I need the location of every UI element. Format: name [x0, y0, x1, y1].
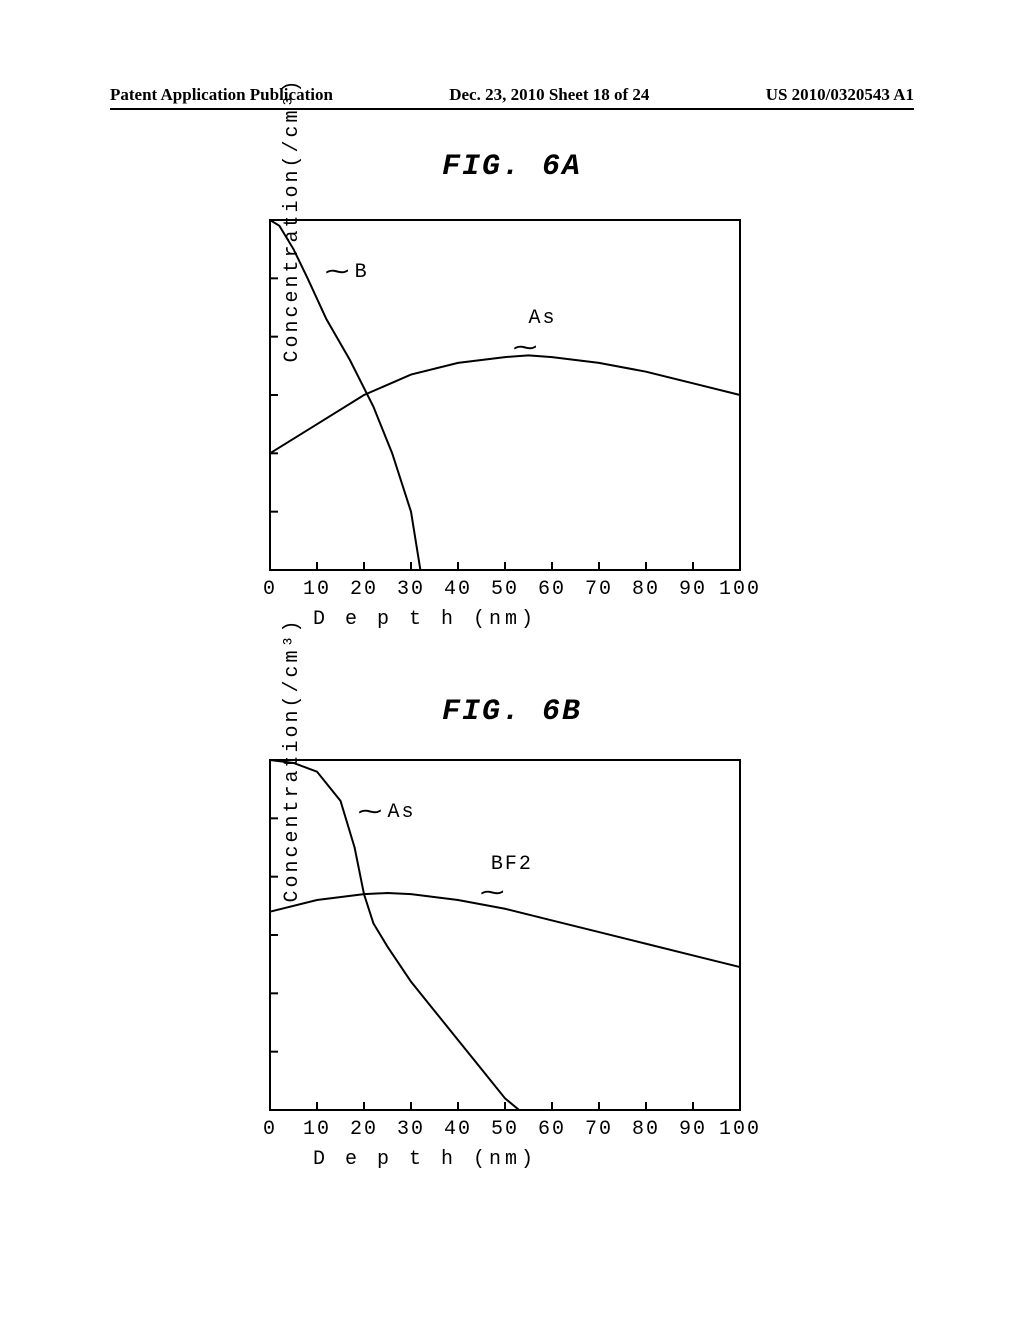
x-tick-label: 90: [679, 578, 707, 601]
figure-a-title: FIG. 6A: [0, 150, 1024, 184]
x-tick-label: 100: [719, 578, 761, 601]
curve-pointer-icon: ⁓: [358, 797, 382, 826]
x-tick-label: 20: [350, 1118, 378, 1141]
x-tick-label: 0: [263, 578, 277, 601]
x-tick-label: 40: [444, 578, 472, 601]
plot-area-b: [270, 760, 740, 1110]
curve-label: As: [388, 801, 416, 824]
header-center: Dec. 23, 2010 Sheet 18 of 24: [449, 85, 649, 105]
figure-b-title: FIG. 6B: [0, 695, 1024, 729]
x-tick-label: 50: [491, 578, 519, 601]
x-axis-label: D e p t h (nm): [190, 1148, 660, 1171]
page-header: Patent Application Publication Dec. 23, …: [0, 85, 1024, 105]
x-tick-label: 50: [491, 1118, 519, 1141]
curve-pointer-icon: ⁓: [513, 333, 537, 362]
curve-label: B: [355, 261, 369, 284]
x-tick-label: 80: [632, 578, 660, 601]
x-tick-label: 10: [303, 578, 331, 601]
curve-label: BF2: [491, 853, 533, 876]
x-tick-label: 80: [632, 1118, 660, 1141]
x-tick-label: 60: [538, 578, 566, 601]
x-tick-label: 70: [585, 578, 613, 601]
x-tick-label: 30: [397, 578, 425, 601]
x-tick-label: 10: [303, 1118, 331, 1141]
x-tick-label: 90: [679, 1118, 707, 1141]
x-tick-label: 70: [585, 1118, 613, 1141]
x-tick-label: 20: [350, 578, 378, 601]
curve-pointer-icon: ⁓: [480, 878, 504, 907]
header-divider: [110, 108, 914, 110]
x-tick-label: 40: [444, 1118, 472, 1141]
curve-label: As: [529, 307, 557, 330]
x-tick-label: 60: [538, 1118, 566, 1141]
header-right: US 2010/0320543 A1: [766, 85, 914, 105]
curve-pointer-icon: ⁓: [325, 257, 349, 286]
x-axis-label: D e p t h (nm): [190, 608, 660, 631]
x-tick-label: 30: [397, 1118, 425, 1141]
x-tick-label: 100: [719, 1118, 761, 1141]
x-tick-label: 0: [263, 1118, 277, 1141]
